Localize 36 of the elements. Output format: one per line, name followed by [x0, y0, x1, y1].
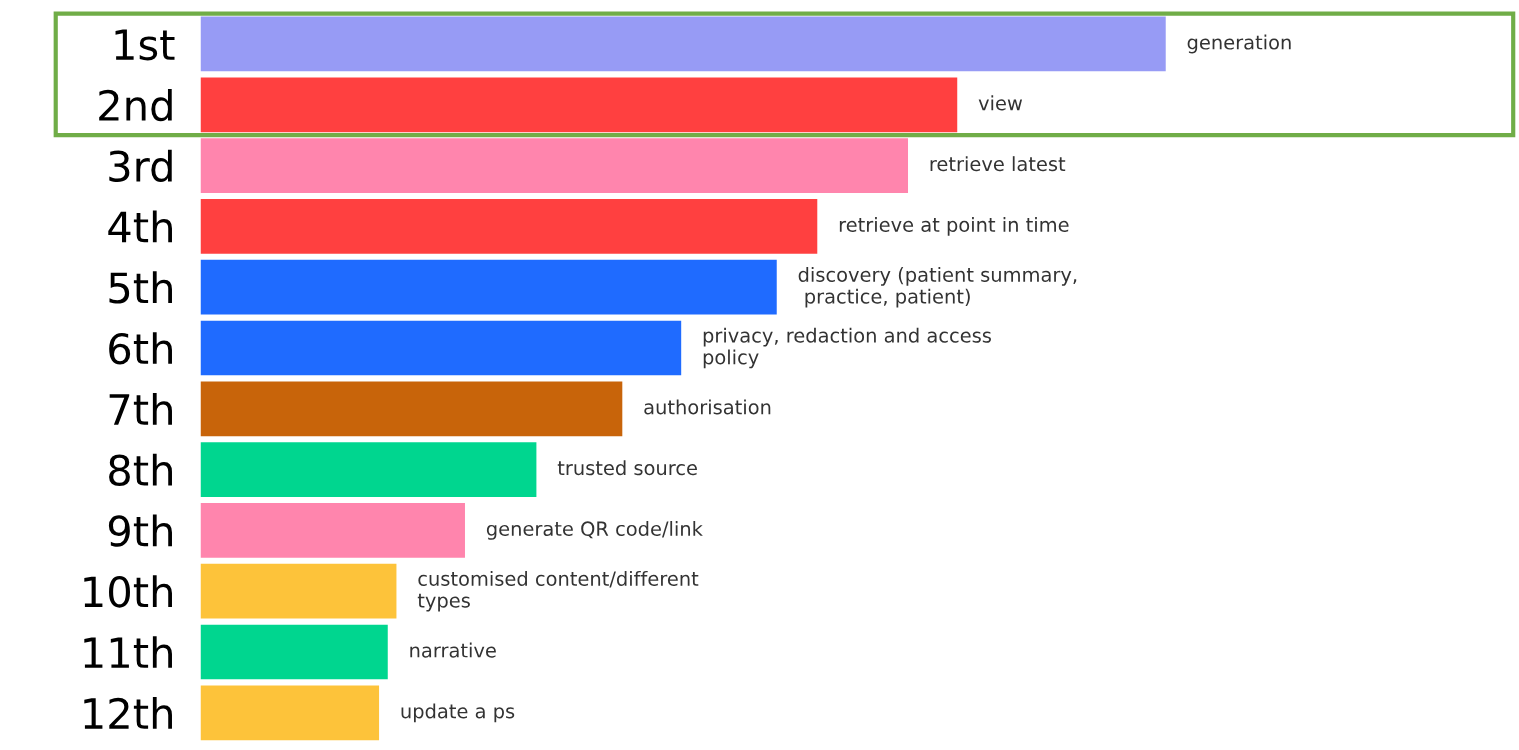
y-tick-label: 9th	[108, 514, 172, 547]
y-tick-label: 5th	[109, 271, 172, 304]
bar	[200, 259, 777, 315]
bar	[200, 624, 388, 680]
y-tick-label: 11th	[84, 636, 172, 668]
annotation: update a ps	[401, 703, 515, 723]
y-tick-label: 7th	[109, 392, 172, 425]
bar	[200, 320, 682, 376]
y-tick-label: 8th	[109, 453, 172, 487]
y-tick-label: 3rd	[109, 149, 172, 183]
y-tick-label: 2nd	[99, 88, 172, 122]
bar	[200, 685, 380, 741]
annotation: view	[978, 95, 1023, 111]
bar	[200, 138, 909, 193]
annotation: trusted source	[557, 460, 697, 476]
annotation: customised content/different types	[417, 570, 699, 612]
bar	[200, 199, 818, 254]
bar	[200, 503, 465, 558]
bar	[200, 563, 397, 619]
bar	[200, 381, 623, 437]
annotation: retrieve latest	[930, 156, 1066, 172]
y-tick-label: 6th	[109, 332, 172, 365]
y-tick-label: 12th	[84, 696, 172, 729]
annotation: narrative	[410, 642, 496, 658]
y-tick-label: 4th	[108, 210, 172, 243]
annotation: discovery (patient summary, practice, patient)	[798, 266, 1077, 308]
annotation: generate QR code/link	[486, 520, 703, 540]
annotation: retrieve at point in time	[839, 216, 1069, 236]
bar	[200, 442, 537, 497]
bar	[200, 77, 958, 133]
bar	[200, 16, 1166, 72]
y-tick-label: 1st	[115, 29, 175, 61]
annotation: authorisation	[644, 399, 771, 415]
annotation: generation	[1187, 34, 1291, 54]
annotation: privacy, redaction and access policy	[703, 327, 991, 369]
y-tick-label: 10th	[84, 575, 172, 608]
